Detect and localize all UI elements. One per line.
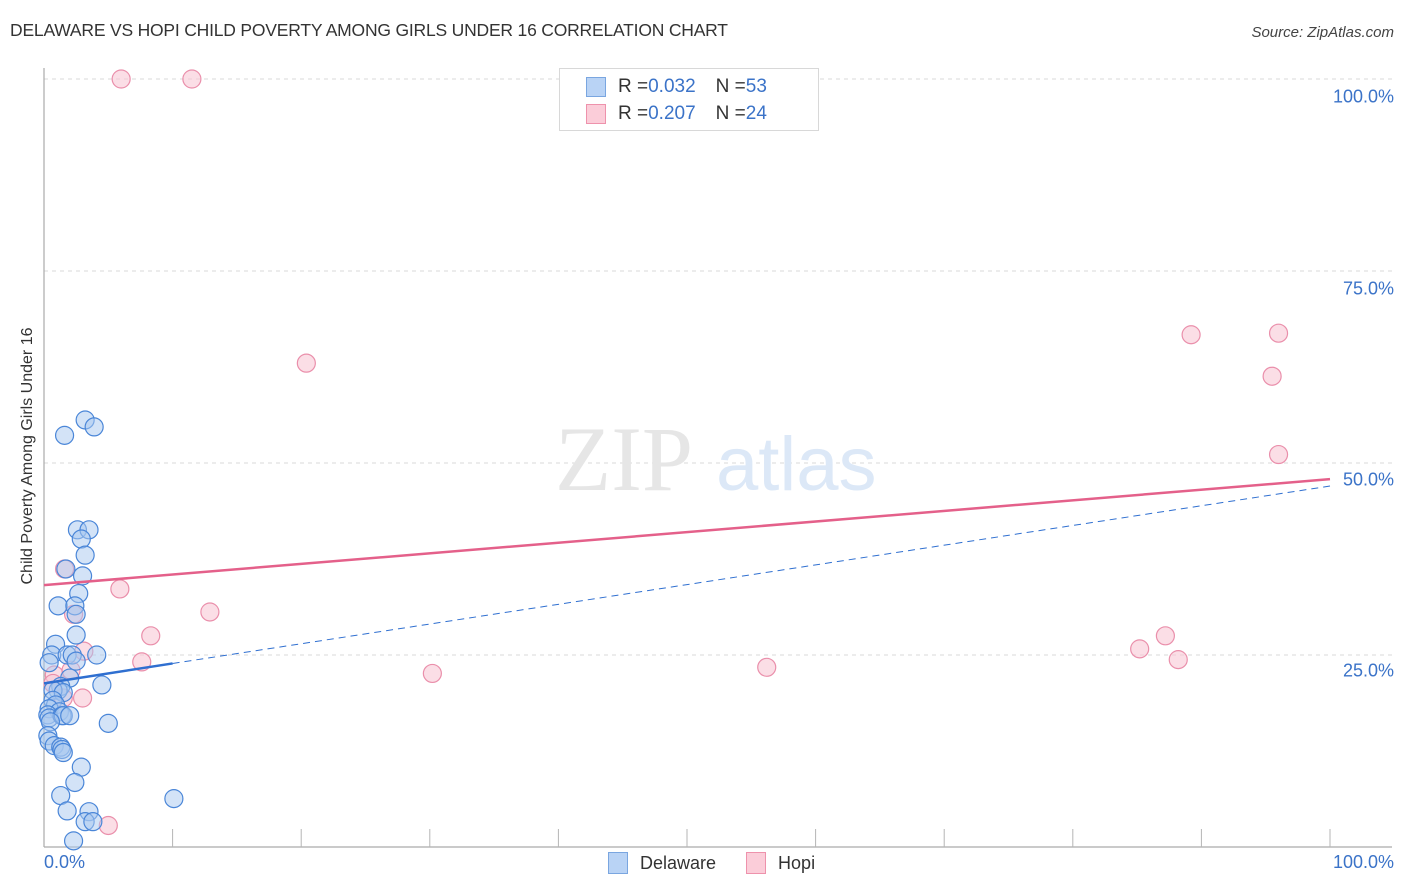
correlation-legend: R = 0.032 N = 53 R = 0.207 N = 24 — [559, 68, 819, 131]
gridlines — [44, 78, 1392, 656]
legend-label-hopi: Hopi — [778, 852, 816, 873]
chart-title: DELAWARE VS HOPI CHILD POVERTY AMONG GIR… — [10, 20, 728, 40]
delaware-points — [38, 410, 184, 851]
n-label: N = — [715, 103, 746, 124]
svg-text:ZIP: ZIP — [555, 408, 693, 510]
legend-item-hopi[interactable]: Hopi — [746, 852, 815, 874]
y-tick-25: 25.0% — [1342, 660, 1394, 681]
legend-row-hopi: R = 0.207 N = 24 — [586, 102, 767, 126]
legend-row-delaware: R = 0.032 N = 53 — [586, 75, 767, 99]
y-tick-100: 100.0% — [1332, 86, 1394, 107]
y-tick-75: 75.0% — [1342, 278, 1394, 299]
delaware-swatch-icon — [586, 77, 606, 97]
hopi-points — [43, 69, 1289, 836]
x-tick-100: 100.0% — [1332, 852, 1394, 872]
n-label: N = — [715, 76, 746, 97]
r-value-delaware: 0.032 — [648, 76, 696, 97]
svg-text:atlas: atlas — [716, 422, 877, 507]
trend-lines — [43, 477, 1331, 685]
r-label: R = — [618, 76, 649, 97]
n-value-hopi: 24 — [745, 103, 767, 124]
watermark: ZIP atlas — [555, 408, 877, 510]
series-legend: Delaware Hopi — [608, 852, 845, 874]
delaware-legend-icon — [608, 852, 628, 874]
n-value-delaware: 53 — [745, 76, 767, 97]
legend-item-delaware[interactable]: Delaware — [608, 852, 716, 874]
hopi-legend-icon — [746, 852, 767, 874]
hopi-swatch-icon — [586, 104, 606, 124]
y-tick-50: 50.0% — [1342, 469, 1394, 490]
x-tick-0: 0.0% — [44, 852, 86, 872]
source-label: Source: ZipAtlas.com — [1251, 24, 1394, 41]
legend-label-delaware: Delaware — [640, 852, 717, 873]
r-value-hopi: 0.207 — [648, 103, 696, 124]
r-label: R = — [618, 103, 649, 124]
